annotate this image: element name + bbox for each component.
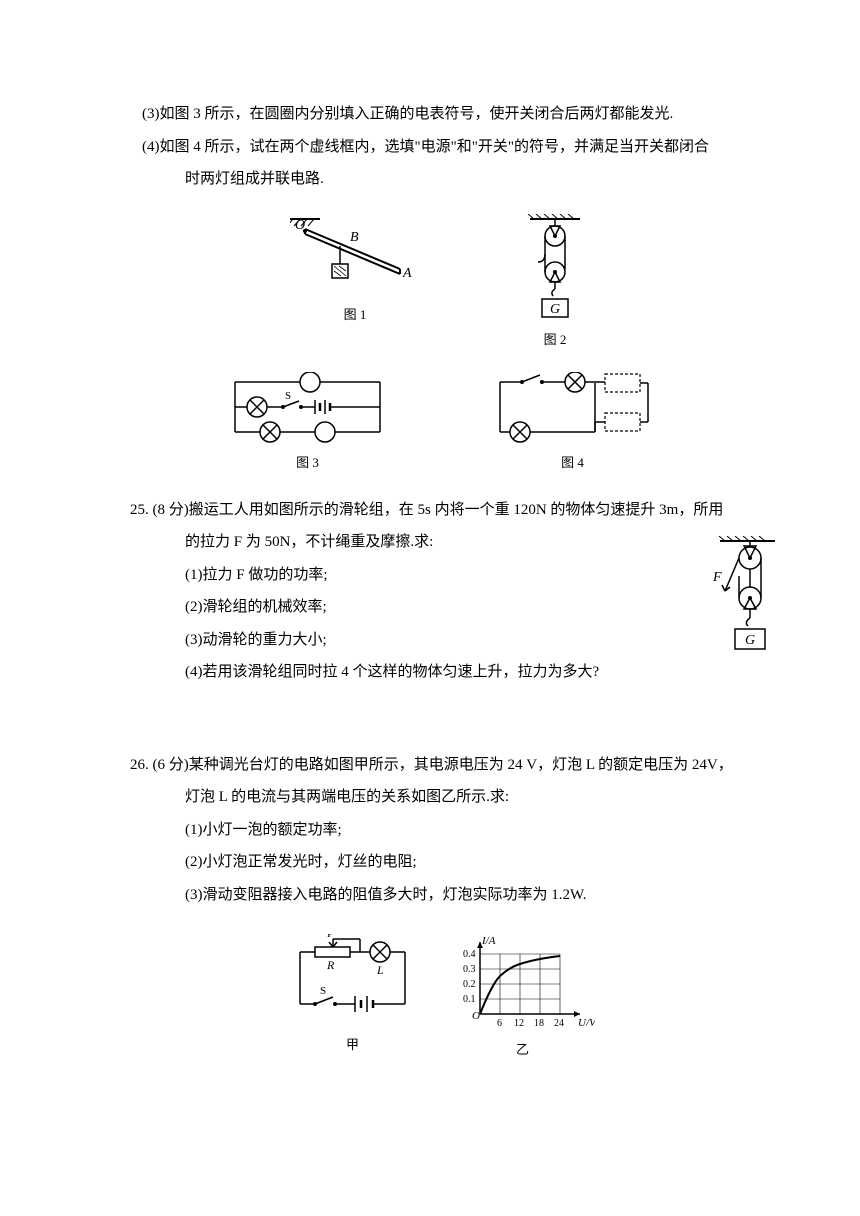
fig2-label: 图 2 [544, 328, 567, 353]
svg-text:O: O [472, 1010, 480, 1022]
q26-L: L [376, 963, 384, 977]
figure-1: O B A 图 1 [290, 214, 420, 353]
q26-P: P [327, 934, 333, 940]
svg-text:24: 24 [554, 1018, 564, 1029]
q26-circuit: P R L S 甲 [285, 934, 420, 1063]
q25-s2: (2)滑轮组的机械效率; [130, 593, 750, 622]
q26-jia-label: 甲 [346, 1033, 359, 1058]
q26-s1: (1)小灯一泡的额定功率; [130, 816, 750, 845]
q24-sub3-text: (3)如图 3 所示，在圆圈内分别填入正确的电表符号，使开关闭合后两灯都能发光. [142, 106, 673, 122]
q26-head-text: 26. (6 分)某种调光台灯的电路如图甲所示，其电源电压为 24 V，灯泡 L… [130, 757, 733, 773]
svg-text:I/A: I/A [481, 935, 496, 947]
q24-sub4: (4)如图 4 所示，试在两个虚线框内，选填"电源"和"开关"的符号，并满足当开… [130, 133, 750, 162]
figure-row-2: S 图 3 [130, 372, 750, 476]
svg-text:0.3: 0.3 [463, 964, 476, 975]
fig1-label: 图 1 [344, 303, 367, 328]
q26-head2-text: 灯泡 L 的电流与其两端电压的关系如图乙所示.求: [185, 789, 509, 805]
fig2-G-label: G [550, 302, 560, 317]
figure-4: 图 4 [490, 372, 655, 476]
svg-text:6: 6 [497, 1018, 502, 1029]
q24-sub4b: 时两灯组成并联电路. [130, 165, 750, 194]
fig1-O-label: O [295, 218, 305, 233]
figure-2: G 图 2 [520, 214, 590, 353]
q25-s1: (1)拉力 F 做功的功率; [130, 561, 750, 590]
svg-text:0.1: 0.1 [463, 994, 476, 1005]
q25-head2-text: 的拉力 F 为 50N，不计绳重及摩擦.求: [185, 534, 433, 550]
q25-head-text: 25. (8 分)搬运工人用如图所示的滑轮组，在 5s 内将一个重 120N 的… [130, 502, 723, 518]
question-25: F G 25. (8 分)搬运工人用如图所示的滑轮组，在 5s 内将一个重 12… [130, 496, 750, 687]
q25-head2: 的拉力 F 为 50N，不计绳重及摩擦.求: [130, 528, 750, 557]
q26-head: 26. (6 分)某种调光台灯的电路如图甲所示，其电源电压为 24 V，灯泡 L… [130, 751, 750, 780]
q25-head: 25. (8 分)搬运工人用如图所示的滑轮组，在 5s 内将一个重 120N 的… [130, 496, 750, 525]
svg-text:0.2: 0.2 [463, 979, 476, 990]
q26-R: R [326, 958, 335, 972]
q26-s2: (2)小灯泡正常发光时，灯丝的电阻; [130, 848, 750, 877]
q24-sub3: (3)如图 3 所示，在圆圈内分别填入正确的电表符号，使开关闭合后两灯都能发光. [130, 100, 750, 129]
fig4-label: 图 4 [561, 451, 584, 476]
q26-figure-row: P R L S 甲 [130, 934, 750, 1063]
svg-text:12: 12 [514, 1018, 524, 1029]
q25-figure: F G [705, 536, 780, 656]
q26-head2: 灯泡 L 的电流与其两端电压的关系如图乙所示.求: [130, 783, 750, 812]
fig1-B-label: B [350, 230, 359, 245]
svg-text:U/V: U/V [578, 1017, 595, 1029]
fig1-A-label: A [402, 266, 412, 281]
q24-sub4b-text: 时两灯组成并联电路. [185, 171, 324, 187]
figure-row-1: O B A 图 1 [130, 214, 750, 353]
svg-text:18: 18 [534, 1018, 544, 1029]
figure-3: S 图 3 [225, 372, 390, 476]
q25-s3: (3)动滑轮的重力大小; [130, 626, 750, 655]
q25-G-label: G [745, 633, 755, 648]
svg-text:0.4: 0.4 [463, 949, 476, 960]
q26-chart: I/A U/V O 0.1 0.2 0.3 0.4 6 12 18 24 乙 [450, 934, 595, 1063]
q24-sub4-text: (4)如图 4 所示，试在两个虚线框内，选填"电源"和"开关"的符号，并满足当开… [142, 139, 709, 155]
q25-F-label: F [712, 570, 722, 585]
q25-s4: (4)若用该滑轮组同时拉 4 个这样的物体匀速上升，拉力为多大? [130, 658, 750, 687]
q26-S: S [320, 985, 326, 997]
q26-yi-label: 乙 [516, 1038, 529, 1063]
q26-s3: (3)滑动变阻器接入电路的阻值多大时，灯泡实际功率为 1.2W. [130, 881, 750, 910]
fig3-S-label: S [285, 390, 291, 402]
fig3-label: 图 3 [296, 451, 319, 476]
